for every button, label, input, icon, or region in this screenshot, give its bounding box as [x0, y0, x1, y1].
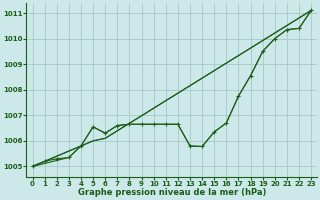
X-axis label: Graphe pression niveau de la mer (hPa): Graphe pression niveau de la mer (hPa)	[78, 188, 266, 197]
